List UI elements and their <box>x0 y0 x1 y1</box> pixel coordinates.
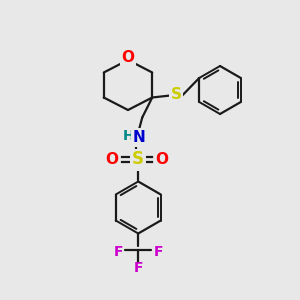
Text: O: O <box>156 152 169 167</box>
Text: F: F <box>113 244 123 259</box>
Text: O: O <box>122 50 134 65</box>
Text: F: F <box>154 244 163 259</box>
Text: S: S <box>132 151 144 169</box>
Text: N: N <box>133 130 146 145</box>
Text: O: O <box>106 152 119 167</box>
Text: S: S <box>171 87 182 102</box>
Text: H: H <box>122 128 134 142</box>
Text: F: F <box>134 262 143 275</box>
